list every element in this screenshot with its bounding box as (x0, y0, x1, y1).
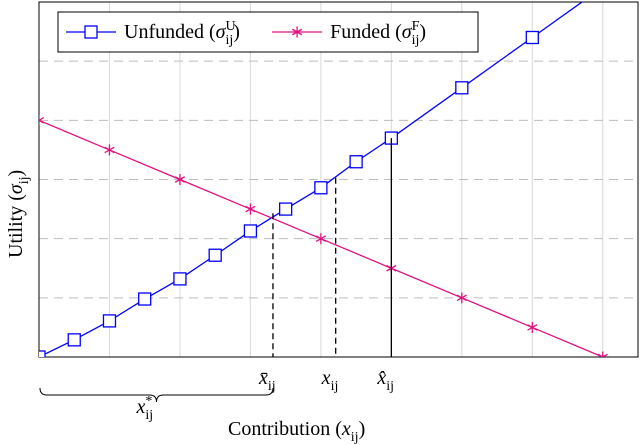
legend-label-part: ij (226, 33, 234, 48)
annotation-label: xij (321, 367, 339, 394)
annotation-label-part: x̂ (376, 367, 386, 389)
square-marker (67, 333, 81, 347)
brace (39, 387, 274, 403)
plot-area (39, 2, 608, 357)
legend-label-part: U (226, 19, 236, 34)
star-marker (104, 144, 115, 156)
annotation-label-part: ij (331, 379, 339, 394)
star-marker (527, 321, 538, 333)
legend-label-part: ij (412, 33, 420, 48)
brace-label: x* ij (135, 394, 153, 423)
x-axis-label-part: ) (359, 418, 366, 440)
square-marker (278, 202, 293, 216)
x-axis-label: Contribution (xij) (228, 418, 365, 445)
square-marker (349, 155, 363, 169)
square-marker (39, 350, 46, 357)
square-marker (525, 30, 539, 45)
legend-label: Funded (σF ij) (330, 19, 426, 48)
legend-label-part: Funded ( (330, 21, 402, 43)
square-marker (173, 272, 187, 286)
legend-label-part: Unfunded ( (124, 21, 216, 43)
y-axis-label-part: ) (5, 170, 27, 177)
legend-label-part: σ (216, 21, 227, 43)
y-axis-label-part: ij (17, 176, 32, 184)
y-axis-label: Utility (σij) (5, 170, 32, 258)
square-marker (314, 181, 328, 195)
legend-label-part: F (412, 19, 420, 34)
brace-label-part: x (135, 396, 145, 418)
legend-label-part: σ (402, 21, 413, 43)
plot-frame (38, 1, 639, 358)
star-marker (245, 203, 256, 215)
square-marker (243, 224, 258, 238)
square-marker (138, 292, 152, 306)
legend-label-part: ) (233, 21, 240, 43)
legend-box (57, 11, 479, 53)
square-marker (455, 81, 469, 95)
grid (39, 2, 638, 357)
x-axis-label-part: x (341, 418, 351, 440)
square-marker (102, 314, 117, 328)
brace-label-part: ij (145, 408, 153, 423)
y-axis-label-part: Utility ( (5, 194, 27, 258)
star-marker (597, 351, 608, 357)
star-marker (315, 233, 326, 245)
star-marker (456, 292, 467, 304)
y-axis-label-part: σ (5, 183, 27, 194)
square-marker (208, 248, 222, 262)
annotation-label-part: x (321, 367, 331, 389)
legend-label-part: ) (419, 21, 426, 43)
annotation-label-part: ij (268, 379, 276, 394)
x-axis-label-part: ij (351, 430, 359, 445)
overlay: x̄ij xij x̂ijx* ij (39, 138, 394, 423)
annotation-label-part: ij (386, 379, 394, 394)
annotation-label: x̄ij (258, 367, 276, 394)
brace-label-part: * (145, 394, 152, 409)
legend-label: Unfunded (σU ij) (124, 19, 240, 48)
legend-marker (292, 26, 303, 38)
star-marker (39, 114, 45, 126)
legend: Unfunded (σU ij) Funded (σF ij) (57, 11, 479, 53)
star-marker (174, 174, 186, 185)
legend-marker (84, 25, 98, 39)
annotation-label: x̂ij (376, 367, 394, 394)
x-axis-label-part: Contribution ( (228, 418, 342, 440)
annotation-label-part: x̄ (258, 367, 268, 389)
